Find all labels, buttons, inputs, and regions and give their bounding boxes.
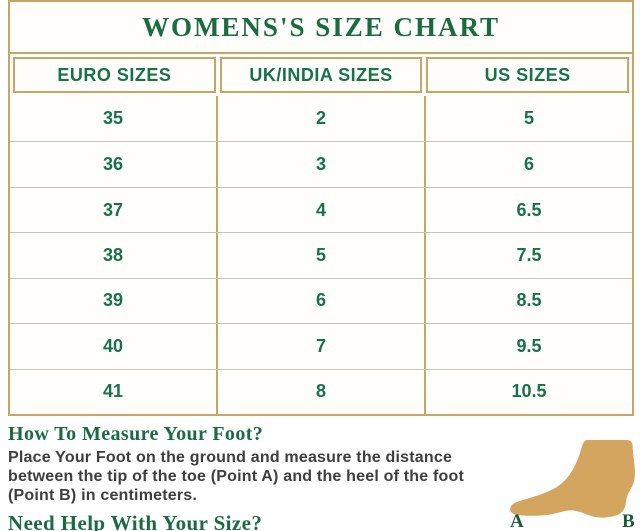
table-row: 41 8 10.5 — [10, 368, 632, 414]
size-chart-header-row: EURO SIZES UK/INDIA SIZES US SIZES — [10, 54, 632, 96]
size-chart-body: 35 2 5 36 3 6 37 4 6.5 38 5 7.5 39 6 8.5… — [10, 96, 632, 414]
size-cell-euro: 37 — [102, 199, 124, 220]
how-to-measure-heading: How To Measure Your Foot? — [8, 423, 264, 445]
header-cell-us-sizes: US SIZES — [426, 57, 630, 93]
table-row: 39 6 8.5 — [10, 277, 632, 324]
point-a-label: A — [510, 511, 524, 531]
header-cell-uk-india-sizes: UK/INDIA SIZES — [219, 57, 423, 93]
size-cell-uk-india: 3 — [216, 142, 424, 187]
table-row: 36 3 6 — [10, 141, 632, 187]
size-cell-euro: 36 — [102, 154, 124, 175]
size-cell-euro: 39 — [102, 290, 124, 311]
size-cell-euro: 35 — [102, 108, 124, 129]
table-row: 37 4 6.5 — [10, 186, 632, 233]
size-cell-uk-india: 6 — [216, 278, 424, 324]
size-cell-euro: 40 — [102, 335, 124, 356]
size-chart-table: WOMENS'S SIZE CHART EURO SIZES UK/INDIA … — [8, 0, 634, 416]
header-cell-euro-sizes: EURO SIZES — [13, 57, 216, 93]
size-cell-us: 6 — [424, 142, 632, 187]
table-row: 35 2 5 — [10, 96, 632, 142]
size-cell-us: 5 — [424, 96, 632, 142]
how-to-measure-instructions: Place Your Foot on the ground and measur… — [8, 449, 465, 504]
foot-illustration-icon — [510, 440, 635, 518]
table-row: 38 5 7.5 — [10, 232, 632, 278]
size-cell-uk-india: 2 — [216, 96, 424, 142]
point-b-label: B — [622, 511, 635, 531]
table-row: 40 7 9.5 — [10, 323, 632, 369]
size-cell-uk-india: 8 — [216, 369, 424, 414]
size-cell-euro: 38 — [102, 244, 124, 265]
size-cell-us: 6.5 — [424, 187, 632, 233]
size-cell-us: 7.5 — [424, 233, 632, 278]
size-cell-us: 8.5 — [424, 278, 632, 324]
size-cell-uk-india: 7 — [216, 324, 424, 369]
size-cell-us: 9.5 — [424, 324, 632, 369]
size-chart-title: WOMENS'S SIZE CHART — [10, 2, 632, 54]
size-cell-uk-india: 4 — [216, 187, 424, 233]
size-cell-us: 10.5 — [424, 369, 632, 414]
size-cell-euro: 41 — [102, 381, 124, 402]
need-help-heading: Need Help With Your Size? — [8, 511, 263, 531]
size-cell-uk-india: 5 — [216, 233, 424, 278]
